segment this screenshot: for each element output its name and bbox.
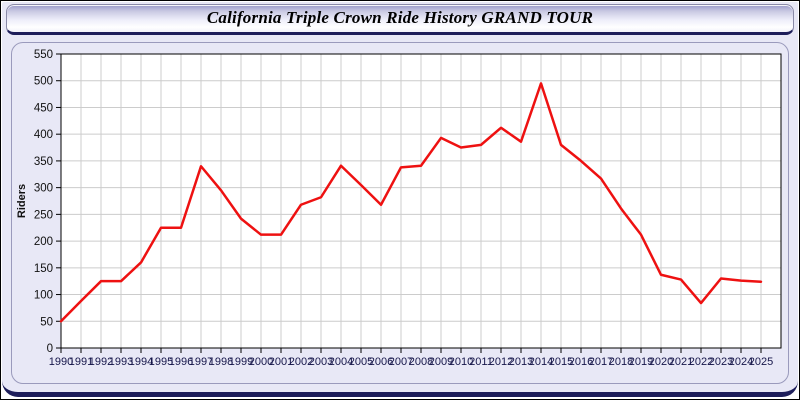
x-tick-label: 2012 — [489, 356, 513, 368]
y-tick-label: 400 — [34, 129, 53, 141]
y-tick-label: 250 — [34, 209, 53, 221]
x-tick-label: 2009 — [429, 356, 453, 368]
x-tick-label: 2020 — [649, 356, 673, 368]
y-axis-label: Riders — [16, 184, 28, 218]
x-tick-label: 1991 — [69, 356, 93, 368]
x-tick-label: 1998 — [209, 356, 233, 368]
x-tick-label: 2013 — [509, 356, 533, 368]
y-tick-label: 100 — [34, 290, 53, 302]
x-tick-label: 2019 — [629, 356, 653, 368]
y-tick-label: 550 — [34, 49, 53, 61]
x-tick-label: 2006 — [369, 356, 393, 368]
y-tick-label: 450 — [34, 102, 53, 114]
y-tick-label: 150 — [34, 263, 53, 275]
x-tick-label: 2016 — [569, 356, 593, 368]
x-tick-label: 1990 — [49, 356, 73, 368]
x-tick-label: 2025 — [749, 356, 773, 368]
x-tick-label: 1995 — [149, 356, 173, 368]
x-tick-label: 2014 — [529, 356, 553, 368]
x-tick-label: 2003 — [309, 356, 333, 368]
x-tick-label: 1997 — [189, 356, 213, 368]
x-tick-label: 2008 — [409, 356, 433, 368]
line-chart: 0501001502002503003504004505005501990199… — [16, 49, 782, 368]
x-tick-label: 2023 — [709, 356, 733, 368]
title-bar: California Triple Crown Ride History GRA… — [6, 4, 794, 35]
x-tick-label: 2021 — [669, 356, 693, 368]
x-tick-label: 2024 — [729, 356, 753, 368]
x-tick-label: 2002 — [289, 356, 313, 368]
y-tick-label: 200 — [34, 236, 53, 248]
x-tick-label: 2010 — [449, 356, 473, 368]
y-tick-label: 50 — [40, 316, 53, 328]
x-tick-label: 1996 — [169, 356, 193, 368]
x-tick-label: 2022 — [689, 356, 713, 368]
y-tick-label: 300 — [34, 183, 53, 195]
x-tick-label: 2005 — [349, 356, 373, 368]
x-tick-label: 2017 — [589, 356, 613, 368]
y-tick-label: 500 — [34, 76, 53, 88]
x-tick-label: 2001 — [269, 356, 293, 368]
y-tick-label: 350 — [34, 156, 53, 168]
x-tick-label: 1999 — [229, 356, 253, 368]
x-tick-label: 2004 — [329, 356, 353, 368]
x-tick-label: 2015 — [549, 356, 573, 368]
x-tick-label: 1994 — [129, 356, 153, 368]
x-tick-label: 1992 — [89, 356, 113, 368]
x-tick-label: 2007 — [389, 356, 413, 368]
y-tick-label: 0 — [47, 343, 53, 355]
x-tick-label: 1993 — [109, 356, 133, 368]
data-line-riders — [59, 82, 763, 323]
page-title: California Triple Crown Ride History GRA… — [206, 8, 594, 27]
chart-panel: 0 50 100 150 200 250 300 350 400 450 500 550 1990 199… — [11, 42, 789, 384]
x-tick-label: 2018 — [609, 356, 633, 368]
x-tick-label: 2011 — [469, 356, 493, 368]
x-tick-label: 2000 — [249, 356, 273, 368]
